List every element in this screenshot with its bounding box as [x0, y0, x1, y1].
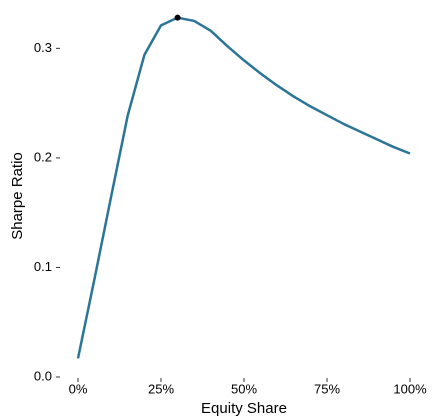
line [76, 16, 411, 359]
x-tick-label: 75% [314, 381, 340, 396]
y-tick-label: 0.2 [34, 149, 52, 164]
x-tick-label: 0% [69, 381, 88, 396]
x-axis-label: Equity Share [201, 400, 287, 417]
x-tick-label: 25% [148, 381, 174, 396]
y-axis-label: Sharpe Ratio [9, 152, 26, 240]
y-tick-label: 0.1 [34, 259, 52, 274]
x-tick-label: 100% [393, 381, 427, 396]
highlight-point [174, 14, 181, 21]
y-tick-label: 0.3 [34, 40, 52, 55]
x-tick-label: 50% [231, 381, 257, 396]
y-tick-label: 0.0 [34, 368, 52, 383]
